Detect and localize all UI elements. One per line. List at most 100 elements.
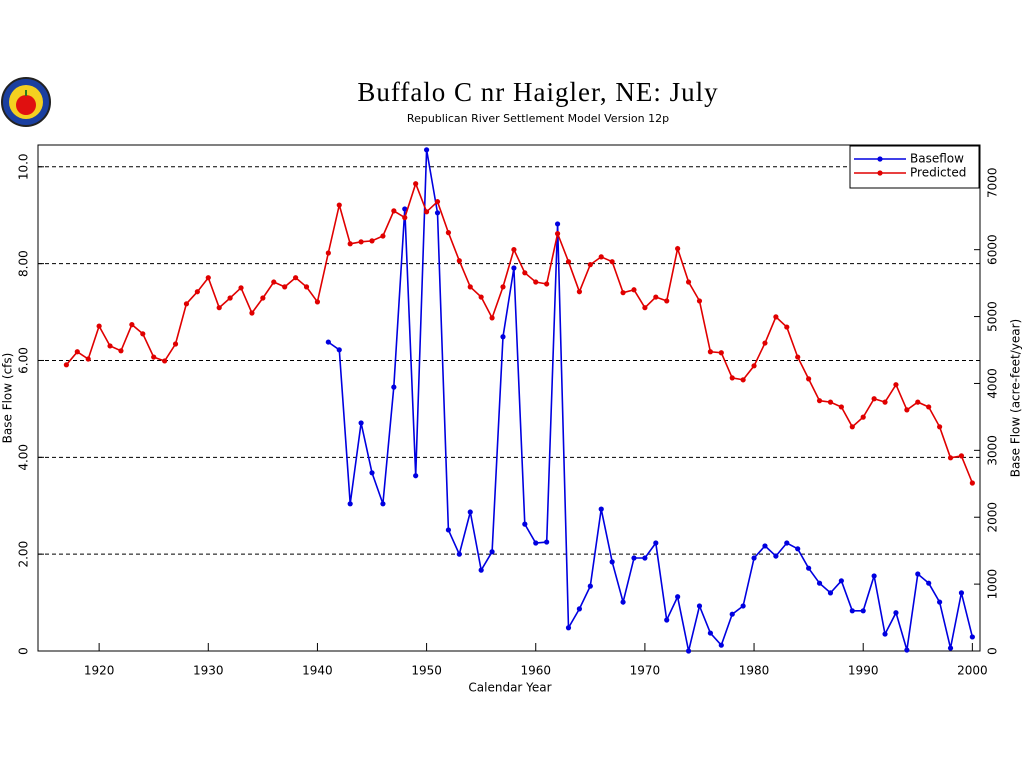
data-point bbox=[838, 404, 844, 410]
data-point bbox=[729, 611, 735, 617]
y-tick-label: 10.0 bbox=[17, 153, 31, 180]
data-point bbox=[151, 354, 157, 360]
data-point bbox=[893, 610, 899, 616]
data-point bbox=[958, 590, 965, 596]
data-point bbox=[969, 634, 975, 640]
data-point bbox=[620, 290, 626, 296]
data-point bbox=[172, 341, 179, 347]
data-point bbox=[522, 270, 528, 276]
data-point bbox=[806, 565, 812, 571]
data-point bbox=[183, 301, 190, 307]
data-point bbox=[544, 281, 550, 287]
data-point bbox=[664, 617, 670, 623]
data-point bbox=[598, 506, 604, 512]
data-point bbox=[915, 399, 921, 405]
y2-tick-label: 2000 bbox=[986, 502, 1000, 533]
data-point bbox=[336, 347, 342, 353]
data-point bbox=[489, 315, 495, 321]
data-point bbox=[380, 501, 386, 507]
data-point bbox=[74, 349, 80, 355]
data-point bbox=[249, 310, 255, 316]
data-point bbox=[358, 420, 364, 426]
data-point bbox=[423, 147, 430, 153]
data-point bbox=[434, 210, 441, 216]
data-point bbox=[926, 404, 932, 410]
data-point bbox=[347, 241, 353, 247]
y2-axis-label: Base Flow (acre-feet/year) bbox=[1009, 319, 1023, 477]
y2-tick-label: 3000 bbox=[986, 435, 1000, 466]
data-point bbox=[784, 324, 790, 330]
data-point bbox=[423, 209, 430, 215]
data-point bbox=[369, 238, 375, 244]
data-point bbox=[467, 284, 473, 290]
legend-label: Baseflow bbox=[910, 152, 964, 166]
data-point bbox=[718, 350, 724, 356]
data-point bbox=[718, 642, 724, 648]
data-point bbox=[675, 246, 681, 252]
data-point bbox=[347, 501, 353, 507]
y2-tick-label: 4000 bbox=[986, 368, 1000, 399]
data-point bbox=[915, 571, 921, 577]
data-point bbox=[871, 396, 877, 402]
data-point bbox=[969, 480, 975, 486]
y2-tick-label: 0 bbox=[986, 647, 1000, 655]
data-point bbox=[620, 599, 626, 605]
data-point bbox=[729, 375, 735, 381]
x-tick-label: 1920 bbox=[84, 664, 115, 678]
logo bbox=[1, 77, 51, 127]
data-point bbox=[707, 630, 713, 636]
data-point bbox=[926, 580, 932, 586]
data-point bbox=[773, 553, 779, 559]
data-point bbox=[533, 540, 539, 546]
chart-title: Buffalo C nr Haigler, NE: July bbox=[357, 77, 718, 107]
data-point bbox=[784, 540, 790, 546]
data-point bbox=[162, 358, 168, 364]
data-point bbox=[806, 376, 812, 382]
data-point bbox=[587, 583, 593, 589]
data-point bbox=[216, 305, 222, 311]
y2-tick-label: 1000 bbox=[986, 569, 1000, 600]
data-point bbox=[391, 208, 397, 214]
data-point bbox=[96, 323, 102, 329]
data-point bbox=[260, 295, 266, 301]
data-point bbox=[685, 648, 692, 654]
data-point bbox=[129, 322, 135, 328]
legend-box bbox=[849, 145, 980, 189]
data-point bbox=[107, 343, 113, 349]
data-point bbox=[467, 509, 473, 515]
data-point bbox=[762, 543, 768, 549]
data-point bbox=[140, 331, 146, 337]
x-tick-label: 1930 bbox=[193, 664, 224, 678]
data-point bbox=[576, 606, 583, 612]
data-point bbox=[685, 279, 692, 285]
data-point bbox=[238, 285, 244, 291]
data-point bbox=[827, 399, 834, 405]
data-point bbox=[740, 603, 746, 609]
y2-tick-label: 7000 bbox=[986, 168, 1000, 199]
chart-subtitle: Republican River Settlement Model Versio… bbox=[407, 112, 669, 125]
data-point bbox=[194, 289, 200, 295]
data-point bbox=[500, 334, 506, 340]
data-point bbox=[478, 294, 484, 300]
y2-tick-label: 5000 bbox=[986, 301, 1000, 332]
data-point bbox=[434, 199, 441, 205]
data-point bbox=[402, 215, 408, 221]
data-point bbox=[947, 455, 954, 461]
data-point bbox=[325, 339, 331, 345]
data-point bbox=[445, 527, 452, 533]
data-point bbox=[413, 181, 419, 187]
data-point bbox=[642, 305, 648, 311]
data-point bbox=[598, 254, 604, 260]
data-point bbox=[795, 546, 801, 552]
data-point bbox=[871, 573, 877, 579]
y-tick-label: 8.00 bbox=[17, 250, 31, 277]
data-point bbox=[631, 555, 637, 561]
y-tick-label: 6.00 bbox=[17, 347, 31, 374]
data-point bbox=[369, 470, 375, 476]
data-point bbox=[271, 279, 277, 285]
legend-marker bbox=[877, 170, 883, 176]
data-point bbox=[205, 275, 211, 281]
data-point bbox=[445, 230, 452, 236]
data-point bbox=[642, 555, 648, 561]
